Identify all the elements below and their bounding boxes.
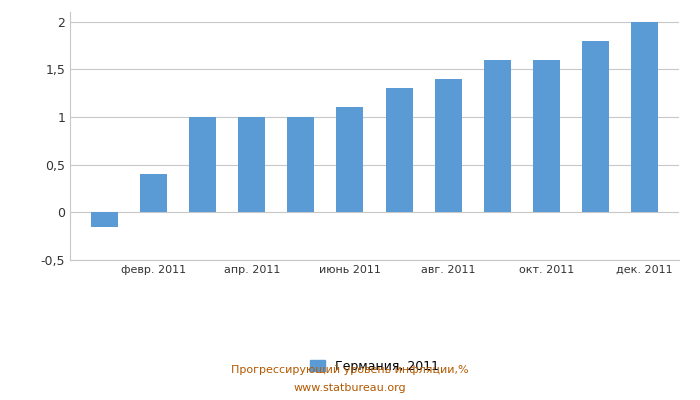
Text: www.statbureau.org: www.statbureau.org <box>294 383 406 393</box>
Bar <box>533 60 560 212</box>
Bar <box>337 107 363 212</box>
Bar <box>484 60 511 212</box>
Legend: Германия, 2011: Германия, 2011 <box>310 360 439 373</box>
Bar <box>435 79 462 212</box>
Bar <box>386 88 412 212</box>
Bar <box>238 117 265 212</box>
Bar <box>287 117 314 212</box>
Bar <box>582 41 609 212</box>
Bar <box>631 22 658 212</box>
Bar <box>189 117 216 212</box>
Bar <box>140 174 167 212</box>
Bar <box>91 212 118 227</box>
Text: Прогрессирующий уровень инфляции,%: Прогрессирующий уровень инфляции,% <box>231 365 469 375</box>
